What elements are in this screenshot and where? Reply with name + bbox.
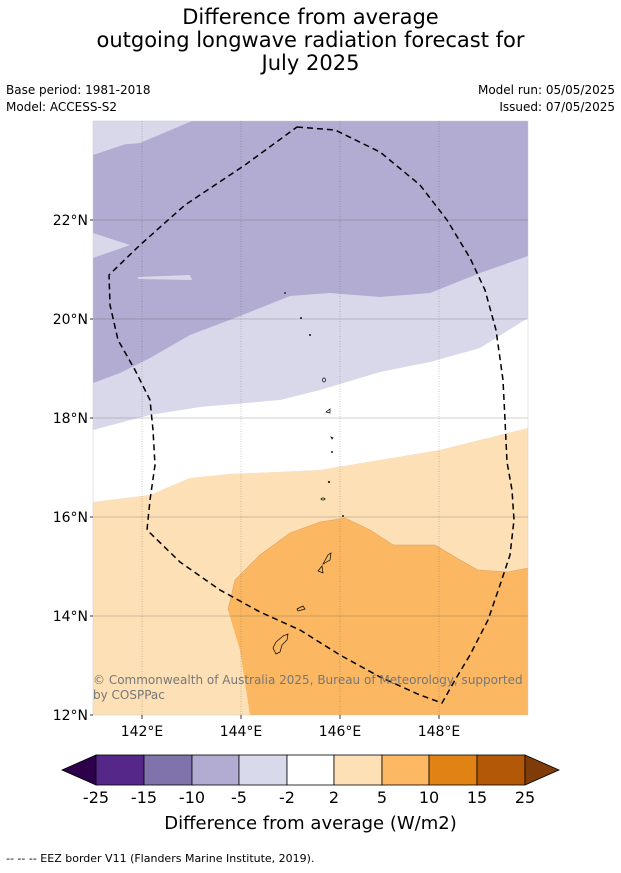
base-period: Base period: 1981-2018 xyxy=(6,83,151,97)
island-guguan xyxy=(331,451,333,453)
colorbar-bin xyxy=(428,754,478,786)
colorbar-bin xyxy=(476,754,526,786)
region-white xyxy=(93,318,528,502)
island-tinian xyxy=(317,565,324,574)
region-orange-mid xyxy=(228,518,528,715)
island-saipan xyxy=(322,552,332,565)
island-medinilla xyxy=(342,515,344,517)
region-purple-light-notch-2 xyxy=(93,233,130,258)
model-run: Model run: 05/05/2025 xyxy=(477,83,615,97)
lat-label-16: 16°N xyxy=(53,510,88,526)
island-guam xyxy=(272,633,289,655)
region-purple-light-notch-1 xyxy=(93,121,192,155)
colorbar-tick-label: -15 xyxy=(131,788,157,807)
colorbar-tick-label: 5 xyxy=(377,788,387,807)
issued-date: Issued: 07/05/2025 xyxy=(499,100,615,114)
title-line-1: Difference from average xyxy=(182,5,439,29)
copyright-line-1: © Commonwealth of Australia 2025, Bureau… xyxy=(93,673,523,687)
colorbar-extend-max xyxy=(524,754,560,786)
island-rota xyxy=(296,605,306,612)
colorbar-tick-label: -5 xyxy=(231,788,247,807)
colorbar-bin xyxy=(286,754,335,786)
lon-label-142: 142°E xyxy=(121,724,164,740)
title-line-3: July 2025 xyxy=(261,51,360,75)
colorbar-extend-min xyxy=(61,754,97,786)
lon-label-146: 146°E xyxy=(319,724,362,740)
copyright-line-2: by COSPPac xyxy=(93,688,165,702)
island-uracas xyxy=(284,292,286,294)
colorbar-tick-label: 10 xyxy=(419,788,439,807)
graticule-lat xyxy=(93,219,528,617)
lon-label-144: 144°E xyxy=(220,724,263,740)
model-name: Model: ACCESS-S2 xyxy=(6,100,118,114)
lon-label-148: 148°E xyxy=(418,724,461,740)
colorbar-bin xyxy=(191,754,240,786)
island-alamagan xyxy=(330,436,334,440)
colorbar-bin xyxy=(333,754,383,786)
island-agrihan xyxy=(322,377,326,383)
colorbar-bin xyxy=(238,754,288,786)
meta-left: Base period: 1981-2018 Model: ACCESS-S2 xyxy=(6,82,151,116)
island-maug xyxy=(299,316,303,320)
region-purple-light-notch-3 xyxy=(138,275,192,280)
title-line-2: outgoing longwave radiation forecast for xyxy=(96,28,525,52)
colorbar-tick-label: 15 xyxy=(467,788,487,807)
islands xyxy=(272,292,344,655)
colorbar-tick-label: -10 xyxy=(179,788,205,807)
lat-label-20: 20°N xyxy=(53,312,88,328)
colorbar-bin xyxy=(381,754,430,786)
lat-label-14: 14°N xyxy=(53,609,88,625)
island-asuncion xyxy=(308,333,312,337)
colorbar-title: Difference from average (W/m2) xyxy=(164,813,457,834)
orange-contour-line xyxy=(227,517,528,611)
colorbar xyxy=(61,754,560,786)
island-pagan xyxy=(325,408,331,414)
chart-title: Difference from average outgoing longwav… xyxy=(0,6,621,75)
lat-label-18: 18°N xyxy=(53,411,88,427)
region-purple-mid xyxy=(93,121,528,383)
island-anatahan xyxy=(320,497,326,501)
lat-label-22: 22°N xyxy=(53,213,88,229)
lat-label-12: 12°N xyxy=(53,708,88,724)
colorbar-tick-label: -25 xyxy=(83,788,109,807)
colorbar-tick-label: -2 xyxy=(279,788,295,807)
eez-legend-note: -- -- -- EEZ border V11 (Flanders Marine… xyxy=(6,852,315,865)
island-sarigan xyxy=(327,480,331,484)
meta-right: Model run: 05/05/2025 Issued: 07/05/2025 xyxy=(478,82,615,116)
colorbar-bin xyxy=(143,754,193,786)
colorbar-tick-label: 2 xyxy=(329,788,339,807)
colorbar-bin xyxy=(95,754,145,786)
colorbar-tick-label: 25 xyxy=(515,788,535,807)
